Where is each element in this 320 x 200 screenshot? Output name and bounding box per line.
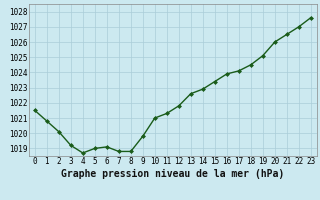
X-axis label: Graphe pression niveau de la mer (hPa): Graphe pression niveau de la mer (hPa) xyxy=(61,169,284,179)
